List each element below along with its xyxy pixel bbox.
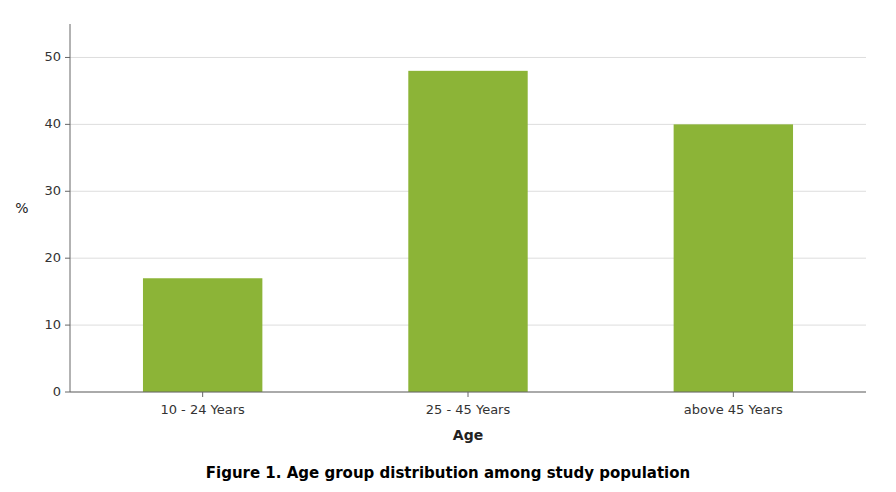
y-tick: [65, 392, 70, 393]
bar: [674, 124, 793, 392]
y-tick: [65, 124, 70, 125]
y-tick: [65, 57, 70, 58]
y-tick-label: 40: [44, 116, 61, 131]
bar: [408, 71, 527, 392]
bars: [143, 71, 793, 392]
x-tick-label: above 45 Years: [684, 402, 783, 417]
x-tick: [733, 392, 734, 397]
x-axis-label: Age: [453, 427, 483, 443]
y-axis-line: [70, 24, 71, 392]
y-tick: [65, 258, 70, 259]
y-tick-label: 0: [53, 384, 61, 399]
x-tick-label: 10 - 24 Years: [160, 402, 245, 417]
y-tick-label: 30: [44, 183, 61, 198]
x-tick: [468, 392, 469, 397]
y-grid: [70, 57, 866, 392]
chart-svg: 0 10 20 30 40 50 10 - 24 Years 25 - 45 Years abo…: [0, 0, 896, 492]
y-tick-label: 50: [44, 49, 61, 64]
y-ticks: 0 10 20 30 40 50: [44, 49, 70, 399]
x-tick-label: 25 - 45 Years: [426, 402, 511, 417]
y-axis-label: %: [15, 200, 28, 216]
y-tick: [65, 325, 70, 326]
grid-line: [70, 57, 866, 58]
y-tick-label: 20: [44, 250, 61, 265]
x-ticks: 10 - 24 Years 25 - 45 Years above 45 Years: [160, 392, 783, 417]
y-tick-label: 10: [44, 317, 61, 332]
bar: [143, 278, 262, 392]
y-tick: [65, 191, 70, 192]
chart-title: Figure 1. Age group distribution among s…: [206, 464, 690, 482]
chart-container: 0 10 20 30 40 50 10 - 24 Years 25 - 45 Years abo…: [0, 0, 896, 492]
x-tick: [202, 392, 203, 397]
